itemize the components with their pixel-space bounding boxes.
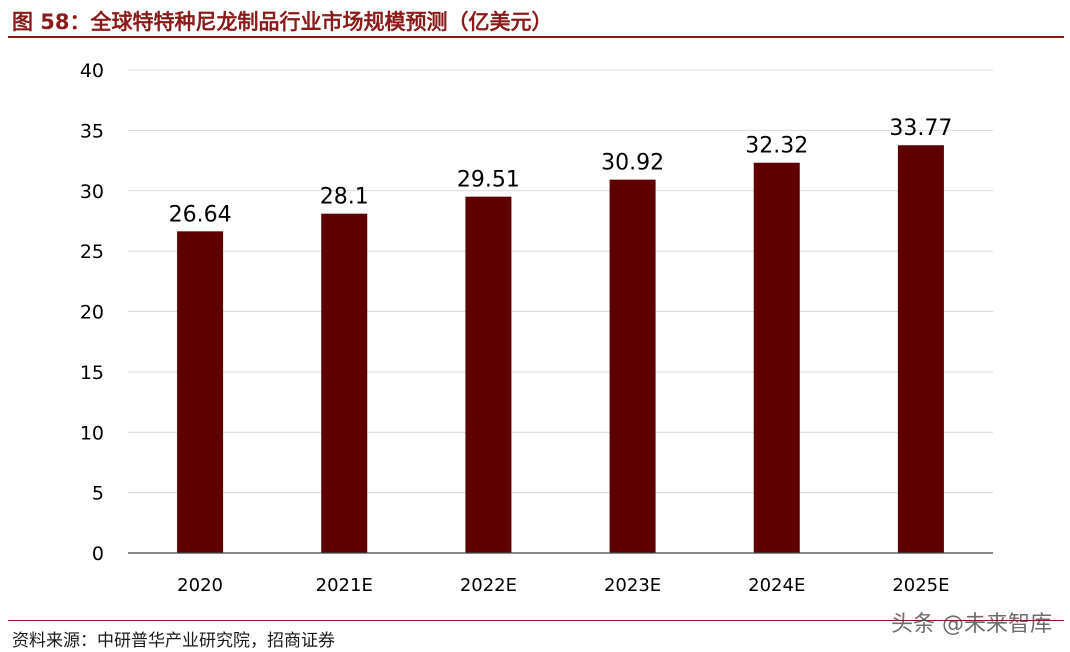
figure-title-bar: 图 58：全球特特种尼龙制品行业市场规模预测（亿美元）: [8, 4, 1064, 38]
bar: [177, 231, 224, 553]
figure-title: 图 58：全球特特种尼龙制品行业市场规模预测（亿美元）: [12, 10, 553, 34]
x-tick-label: 2025E: [892, 575, 949, 596]
y-tick-label: 10: [80, 422, 104, 444]
y-tick-label: 30: [80, 181, 104, 203]
x-tick-label: 2021E: [316, 575, 373, 596]
x-axis-ticks: 2020 2021E 2022E 2023E 2024E 2025E: [177, 575, 949, 596]
data-label: 28.1: [320, 185, 369, 210]
y-tick-label: 35: [80, 120, 104, 142]
watermark: 头条 @未来智库: [891, 612, 1052, 637]
gridlines: [128, 69, 993, 494]
bar: [897, 145, 944, 554]
bar: [321, 213, 368, 553]
data-label: 32.32: [745, 134, 808, 159]
footer-divider: [8, 620, 1064, 621]
bar: [753, 162, 800, 553]
data-label: 29.51: [457, 168, 520, 193]
y-axis-ticks: 0 5 10 15 20 25 30 35 40: [80, 60, 104, 565]
x-tick-label: 2022E: [460, 575, 517, 596]
source-note: 资料来源：中研普华产业研究院，招商证券: [12, 631, 335, 651]
x-tick-label: 2020: [177, 575, 223, 596]
x-tick-label: 2024E: [748, 575, 805, 596]
bars: [177, 145, 944, 554]
y-tick-label: 25: [80, 241, 104, 263]
y-tick-label: 15: [80, 362, 104, 384]
y-tick-label: 20: [80, 302, 104, 324]
data-label: 26.64: [169, 202, 232, 227]
data-label: 30.92: [601, 151, 664, 176]
y-tick-label: 5: [92, 483, 104, 505]
bar: [609, 179, 656, 554]
y-tick-label: 40: [80, 60, 104, 82]
data-labels: 26.64 28.1 29.51 30.92 32.32 33.77: [169, 116, 953, 227]
data-label: 33.77: [889, 116, 952, 141]
x-tick-label: 2023E: [604, 575, 661, 596]
y-tick-label: 0: [92, 543, 104, 565]
bar: [465, 196, 512, 553]
